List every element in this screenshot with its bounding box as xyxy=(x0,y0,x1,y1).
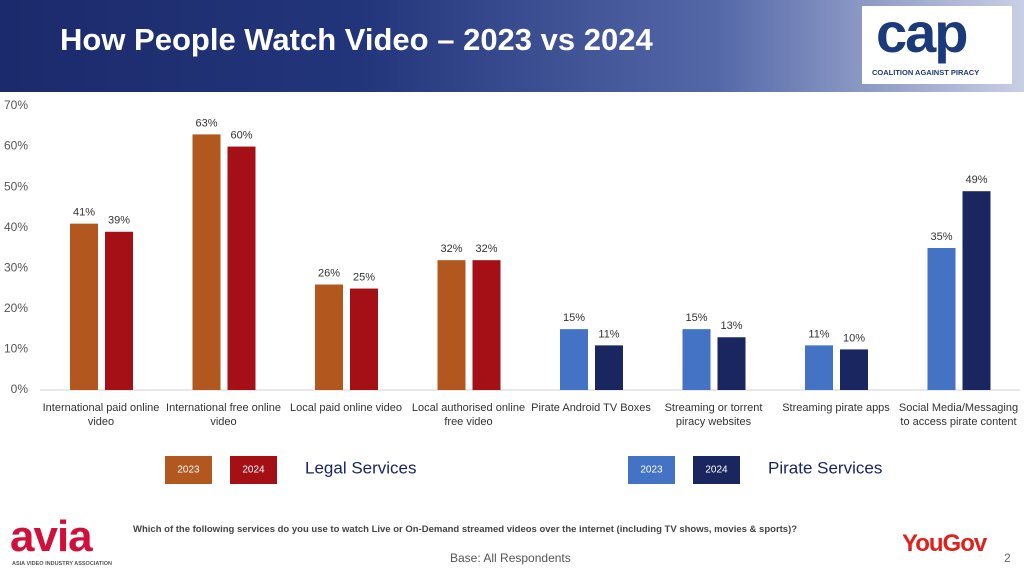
legend-label: 2024 xyxy=(705,465,728,476)
data-label: 26% xyxy=(318,267,340,279)
bar xyxy=(227,146,256,390)
x-tick-label: International paid online video xyxy=(42,402,160,428)
data-label: 35% xyxy=(930,231,952,243)
data-label: 39% xyxy=(108,215,130,227)
bar xyxy=(560,329,588,390)
x-tick-label: Streaming or torrent piracy websites xyxy=(664,402,763,428)
legend-swatch xyxy=(628,456,675,484)
question: Which of the following services do you u… xyxy=(133,524,798,535)
y-tick-label: 30% xyxy=(4,260,28,274)
x-tick-label: International free online video xyxy=(166,402,281,428)
data-label: 11% xyxy=(598,328,619,340)
data-label: 41% xyxy=(73,207,95,219)
x-tick-label: Local paid online video xyxy=(290,402,402,414)
logo-text: cap xyxy=(876,1,968,64)
y-tick-label: 60% xyxy=(4,139,28,153)
bar xyxy=(805,345,833,390)
data-label: 63% xyxy=(195,117,217,129)
page-number: 2 xyxy=(1004,551,1011,565)
legend-label: 2023 xyxy=(177,465,200,476)
y-tick-label: 0% xyxy=(11,382,29,396)
bar xyxy=(682,329,711,390)
base-note: Base: All Respondents xyxy=(450,551,571,565)
y-tick-label: 50% xyxy=(4,179,28,193)
data-label: 11% xyxy=(808,328,829,340)
bar xyxy=(840,349,868,390)
bar xyxy=(192,134,221,390)
bar xyxy=(927,248,956,390)
bar xyxy=(350,288,378,390)
legend-label: 2024 xyxy=(242,465,265,476)
data-label: 13% xyxy=(720,320,742,332)
data-label: 49% xyxy=(965,174,987,186)
legend-swatch xyxy=(230,456,277,484)
data-label: 10% xyxy=(843,332,865,344)
bar xyxy=(595,345,623,390)
bar xyxy=(315,284,343,390)
data-label: 32% xyxy=(475,243,497,255)
brand: YouGov xyxy=(902,530,987,557)
legend-group-title: Pirate Services xyxy=(768,458,882,477)
x-tick-label: Social Media/Messaging to access pirate … xyxy=(898,402,1019,428)
footer-logo: avia xyxy=(10,512,93,561)
bar xyxy=(962,191,991,390)
x-tick-label: Streaming pirate apps xyxy=(782,402,890,414)
y-tick-label: 20% xyxy=(4,301,28,315)
data-label: 60% xyxy=(230,129,252,141)
bar xyxy=(105,231,133,390)
legend-group-title: Legal Services xyxy=(305,458,417,477)
footer-logo-subtitle: ASIA VIDEO INDUSTRY ASSOCIATION xyxy=(12,561,113,567)
data-label: 32% xyxy=(440,243,462,255)
data-label: 15% xyxy=(563,312,585,324)
data-label: 25% xyxy=(353,271,375,283)
legend-swatch xyxy=(165,456,212,484)
y-tick-label: 70% xyxy=(4,98,28,112)
bar xyxy=(437,260,466,390)
header-bar xyxy=(0,0,1024,92)
data-label: 15% xyxy=(685,312,707,324)
slide-title: How People Watch Video – 2023 vs 2024 xyxy=(60,22,653,57)
legend-swatch xyxy=(693,456,740,484)
logo-subtitle: COALITION AGAINST PIRACY xyxy=(872,68,980,77)
x-tick-label: Pirate Android TV Boxes xyxy=(531,402,651,414)
x-tick-label: Local authorised online free video xyxy=(411,402,526,428)
legend-label: 2023 xyxy=(640,465,663,476)
y-tick-label: 40% xyxy=(4,220,28,234)
y-tick-label: 10% xyxy=(4,342,28,356)
logo: cap COALITION AGAINST PIRACY xyxy=(862,1,1012,84)
bar xyxy=(472,260,501,390)
bar xyxy=(70,223,98,390)
bar xyxy=(717,337,746,390)
